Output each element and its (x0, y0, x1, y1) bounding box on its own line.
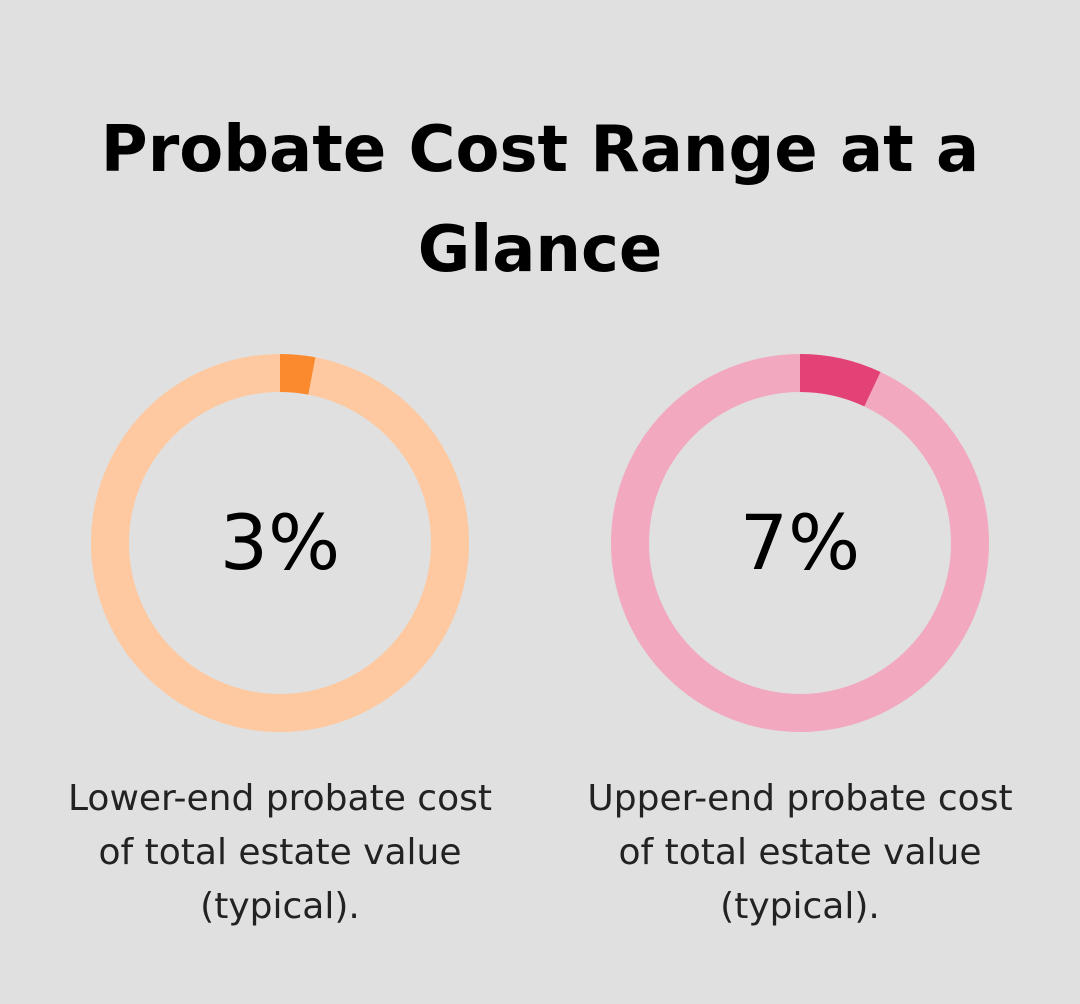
donut-chart-lower: 3% (91, 354, 469, 732)
caption-upper: Upper-end probate cost of total estate v… (587, 778, 1013, 927)
caption-lower: Lower-end probate cost of total estate v… (68, 778, 492, 927)
donut-svg-lower (91, 354, 469, 732)
donut-arc-upper (799, 354, 881, 407)
donut-value-upper: 7% (739, 498, 861, 587)
donut-svg-upper (611, 354, 989, 732)
donut-arc-lower (279, 354, 316, 395)
donut-value-lower: 3% (219, 498, 341, 587)
chart-title: Probate Cost Range at a Glance (100, 113, 980, 287)
donut-chart-upper: 7% (611, 354, 989, 732)
